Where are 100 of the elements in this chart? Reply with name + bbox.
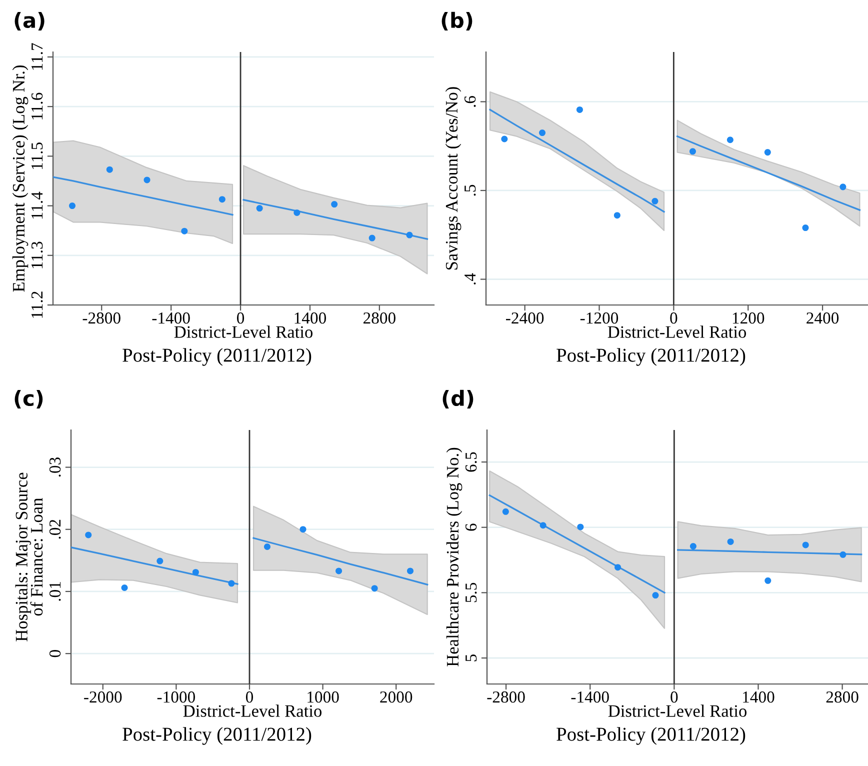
point (121, 584, 128, 591)
point (727, 538, 734, 545)
point (840, 184, 846, 190)
point (218, 196, 226, 203)
y-tick-label: .6 (464, 96, 476, 107)
x-tick-label: 1400 (743, 691, 774, 703)
x-axis-title: District-Level Ratio (174, 326, 312, 338)
x-axis-title: District-Level Ratio (183, 704, 322, 717)
x-tick-label: -2800 (487, 691, 525, 703)
line-series (488, 494, 666, 594)
text: Post-Policy (2011/2012) (122, 348, 312, 366)
line-series (676, 136, 861, 211)
point (406, 232, 413, 238)
y-tick-label: 11.7 (32, 43, 43, 70)
chart-title: (b) (442, 12, 472, 30)
point (652, 198, 658, 204)
x-tick-label: 0 (246, 691, 254, 703)
point (181, 228, 188, 234)
x-tick-label: 1200 (732, 312, 764, 324)
point (652, 592, 659, 599)
point (156, 558, 164, 564)
x-tick-label: -1400 (152, 312, 190, 324)
point (539, 130, 546, 136)
point (502, 508, 509, 515)
x-axis-title: District-Level Ratio (608, 704, 746, 717)
x-axis-title: District-Level Ratio (608, 326, 746, 338)
text: Post-Policy (2011/2012) (556, 348, 746, 366)
x-tick-label: -2400 (506, 312, 544, 324)
point (256, 205, 263, 212)
point (106, 166, 113, 173)
point (840, 551, 846, 558)
point (336, 568, 342, 574)
y-tick-label: .4 (464, 273, 476, 284)
x-tick-label: -2800 (82, 312, 120, 324)
y-tick-label: 11.2 (31, 292, 43, 318)
chart-title: (d) (442, 390, 474, 408)
point (501, 136, 508, 142)
point (689, 148, 696, 155)
line-series (53, 176, 234, 216)
x-tick-label: 1000 (308, 691, 339, 703)
y-axis-title: Hospitals: Major Source of Finance: Loan (15, 472, 43, 642)
y-tick-label: 0 (49, 650, 61, 658)
x-tick-label: -1200 (580, 312, 618, 324)
x-tick-label: -2000 (84, 691, 122, 703)
point (614, 212, 620, 219)
point (802, 542, 809, 548)
point (614, 564, 622, 571)
y-tick-label: 11.6 (31, 92, 43, 120)
x-tick-label: 2800 (363, 312, 396, 324)
x-tick-label: 0 (236, 312, 244, 324)
y-tick-label: 6.5 (465, 452, 477, 472)
point (371, 585, 378, 592)
point (368, 234, 376, 242)
point (228, 580, 235, 587)
y-axis-title: Healthcare Providers (Log No.) (446, 448, 462, 666)
line-series (71, 546, 238, 585)
y-axis-title: Savings Account (Yes/No) (445, 87, 462, 270)
point (726, 136, 734, 144)
x-tick-label: 0 (670, 691, 678, 703)
line-series (242, 198, 428, 240)
y-tick-label: .02 (49, 520, 61, 539)
y-tick-label: 6 (465, 524, 477, 531)
point (577, 524, 584, 530)
text: Post-Policy (2011/2012) (556, 727, 746, 745)
x-tick-label: 1400 (294, 312, 326, 324)
line-series (489, 108, 665, 213)
x-tick-label: 2400 (806, 312, 839, 324)
y-tick-label: 5.5 (466, 582, 477, 602)
y-tick-label: .03 (49, 457, 61, 477)
x-tick-label: 0 (670, 312, 678, 324)
point (144, 176, 150, 184)
y-tick-label: 11.3 (31, 242, 43, 268)
point (406, 568, 414, 574)
point (802, 224, 809, 232)
point (300, 526, 306, 533)
chart-title: (c) (14, 390, 43, 408)
point (192, 568, 199, 576)
y-tick-label: 11.5 (32, 142, 43, 169)
point (264, 543, 270, 550)
y-tick-label: .01 (49, 582, 61, 601)
point (576, 106, 583, 113)
line-series (252, 537, 428, 586)
y-tick-label: .5 (464, 184, 476, 196)
point (540, 522, 546, 529)
point (294, 209, 300, 216)
x-tick-label: -1400 (571, 691, 609, 703)
point (85, 532, 92, 538)
point (68, 202, 76, 210)
x-tick-label: 2000 (380, 691, 412, 703)
point (331, 201, 338, 208)
x-tick-label: -1000 (157, 691, 195, 703)
point (764, 149, 771, 156)
y-tick-label: 11.4 (32, 192, 43, 219)
text: Post-Policy (2011/2012) (122, 727, 312, 745)
chart-title: (a) (14, 12, 44, 30)
point (764, 577, 772, 584)
y-tick-label: 5 (466, 654, 477, 662)
point (690, 543, 696, 550)
x-tick-label: 2800 (826, 691, 858, 703)
y-axis-title: Employment (Service) (Log Nr.) (12, 65, 28, 292)
